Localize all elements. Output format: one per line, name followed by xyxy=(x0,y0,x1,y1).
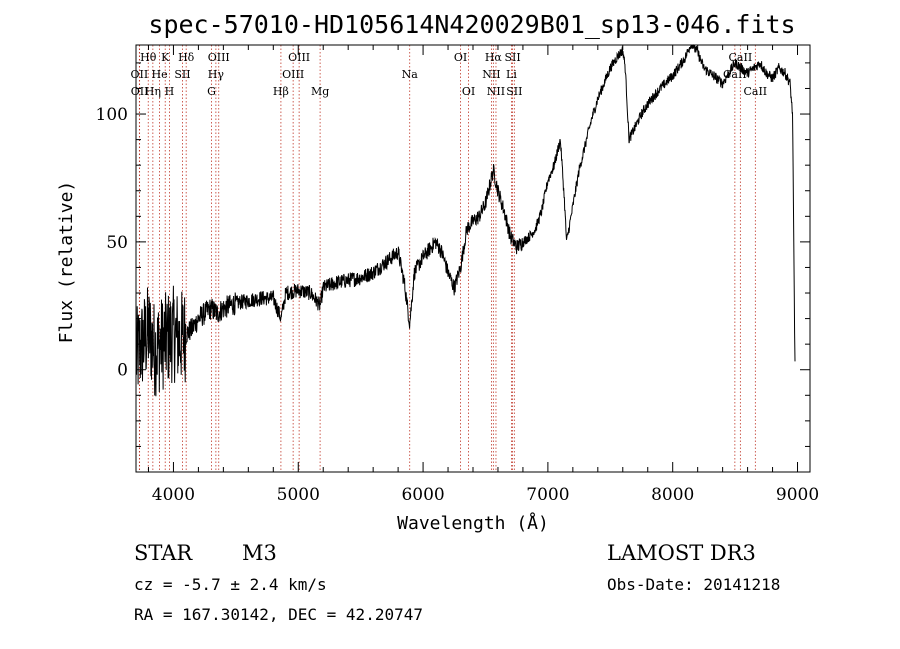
x-axis-label: Wavelength (Å) xyxy=(397,512,549,534)
redshift-cz: cz = -5.7 ± 2.4 km/s xyxy=(134,575,327,594)
x-tick-label-6000: 6000 xyxy=(401,485,444,505)
line-marker-label-7: Hδ xyxy=(178,51,195,64)
plot-frame xyxy=(135,44,811,473)
line-marker-label-16: Na xyxy=(402,68,419,81)
y-tick-label-100: 100 xyxy=(96,105,128,125)
line-marker-label-6: SII xyxy=(174,68,190,81)
line-marker-label-4: K xyxy=(161,51,170,64)
line-marker-label-22: SII xyxy=(504,51,520,64)
tick-labels: 4000 5000 6000 7000 8000 9000 0 50 100 xyxy=(96,105,820,505)
spectrum-line xyxy=(135,44,796,397)
line-marker-label-2: OII xyxy=(131,85,149,98)
x-tick-label-5000: 5000 xyxy=(277,485,320,505)
line-marker-label-5: Hη xyxy=(145,85,161,98)
y-tick-label-50: 50 xyxy=(106,233,128,253)
y-tick-label-0: 0 xyxy=(117,361,128,381)
line-marker-label-23: Li xyxy=(506,68,517,81)
coordinates: RA = 167.30142, DEC = 42.20747 xyxy=(134,605,423,624)
line-marker-label-19: Hα xyxy=(485,51,503,64)
line-marker-label-1: OII xyxy=(131,68,149,81)
line-marker-label-20: NII xyxy=(482,68,500,81)
line-marker-label-0: Hθ xyxy=(140,51,157,64)
y-axis-label: Flux (relative) xyxy=(56,181,77,344)
obs-date: Obs-Date: 20141218 xyxy=(607,575,780,594)
x-tick-label-4000: 4000 xyxy=(152,485,195,505)
line-marker-label-17: OI xyxy=(454,51,467,64)
line-marker-label-21: NII xyxy=(487,85,505,98)
chart-title: spec-57010-HD105614N420029B01_sp13-046.f… xyxy=(148,10,795,39)
object-class: STAR xyxy=(134,541,193,565)
x-tick-label-9000: 9000 xyxy=(776,485,819,505)
line-markers xyxy=(138,45,756,472)
line-marker-label-8: H xyxy=(165,85,175,98)
x-tick-label-7000: 7000 xyxy=(526,485,569,505)
line-marker-label-10: Hγ xyxy=(208,68,225,81)
line-marker-label-25: CaII xyxy=(729,51,753,64)
axis-ticks xyxy=(136,45,810,472)
line-marker-label-27: CaII xyxy=(743,85,767,98)
object-subclass: M3 xyxy=(242,541,277,565)
line-marker-label-3: He xyxy=(152,68,168,81)
survey-name: LAMOST DR3 xyxy=(607,541,756,565)
x-tick-label-8000: 8000 xyxy=(651,485,694,505)
line-marker-label-24: SII xyxy=(506,85,522,98)
line-marker-label-12: Hβ xyxy=(273,85,289,98)
line-marker-label-15: Mg xyxy=(311,85,329,98)
line-marker-label-11: G xyxy=(207,85,216,98)
line-marker-label-18: OI xyxy=(462,85,475,98)
line-marker-label-13: OIII xyxy=(288,51,310,64)
line-marker-label-14: OIII xyxy=(282,68,304,81)
line-marker-label-9: OIII xyxy=(208,51,230,64)
